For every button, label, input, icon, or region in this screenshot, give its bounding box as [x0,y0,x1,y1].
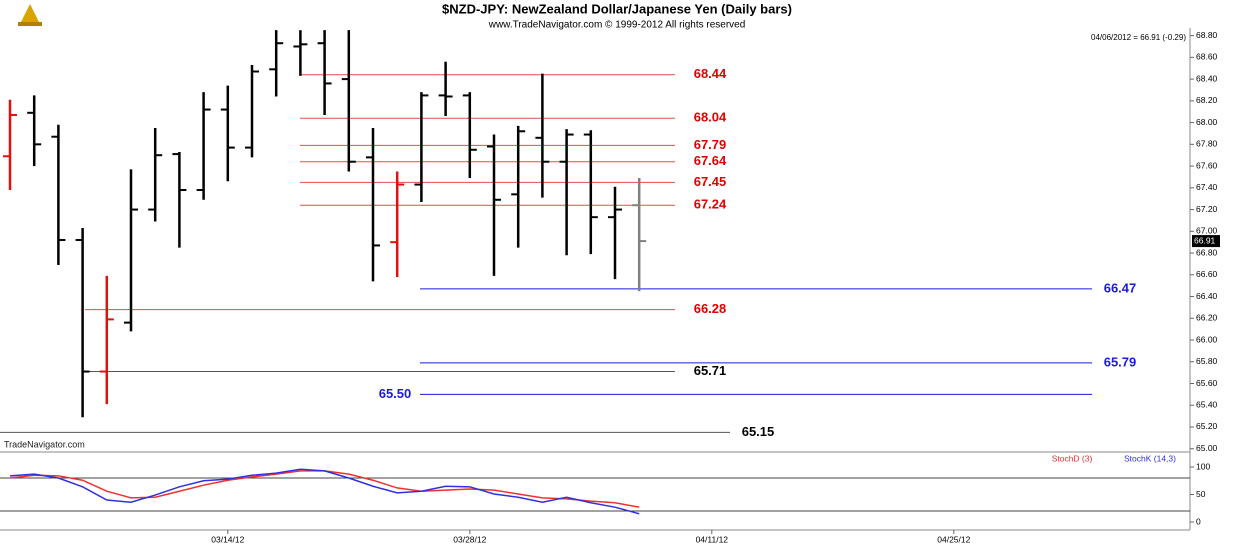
x-tick-label: 04/25/12 [937,534,970,544]
y-tick-label: 68.60 [1196,52,1218,62]
y-tick-label: 67.00 [1196,226,1218,236]
y-tick-label: 68.00 [1196,117,1218,127]
level-label: 66.47 [1104,280,1137,295]
last-price-label: 66.91 [1194,235,1216,245]
stoch-line [9,468,640,515]
x-tick-label: 03/14/12 [211,534,244,544]
x-tick-label: 04/11/12 [696,534,729,544]
y-tick-label: 65.60 [1196,378,1218,388]
y-tick-label: 67.40 [1196,182,1218,192]
info: 04/06/2012 = 66.91 (-0.29) [1091,33,1186,42]
level-label: 67.45 [694,174,727,189]
y-tick-label: 65.80 [1196,356,1218,366]
y-tick-label: 67.60 [1196,160,1218,170]
level-label: 68.44 [694,66,727,81]
y-tick-label: 68.40 [1196,73,1218,83]
chart-subtitle: www.TradeNavigator.com © 1999-2012 All r… [488,20,746,31]
level-label: 65.79 [1104,354,1137,369]
level-label: 65.71 [694,363,727,378]
level-label: 65.50 [379,386,412,401]
y-tick-label: 66.80 [1196,247,1218,257]
level-label: 66.28 [694,301,727,316]
y-tick-label: 66.20 [1196,313,1218,323]
last-price-box [1192,235,1220,248]
y-tick-label: 67.20 [1196,204,1218,214]
level-label: 65.15 [742,424,775,439]
y-tick-label: 68.80 [1196,30,1218,40]
stoch-y-tick-label: 50 [1196,489,1206,499]
y-tick-label: 65.40 [1196,400,1218,410]
chart-title: $NZD-JPY: NewZealand Dollar/Japanese Yen… [442,1,792,16]
y-tick-label: 66.60 [1196,269,1218,279]
y-tick-label: 65.20 [1196,421,1218,431]
legend-entry: StochK (14,3) [1124,453,1176,463]
y-tick-label: 66.00 [1196,334,1218,344]
y-tick-label: 67.80 [1196,139,1218,149]
logo [18,4,42,26]
level-label: 67.79 [694,137,727,152]
level-label: 68.04 [694,110,727,125]
level-label: 67.64 [694,153,727,168]
stoch-y-tick-label: 0 [1196,516,1201,526]
legend-entry: StochD (3) [1052,453,1093,463]
y-tick-label: 68.20 [1196,95,1218,105]
y-tick-label: 66.40 [1196,291,1218,301]
level-label: 67.24 [694,197,727,212]
y-tick-label: 65.00 [1196,443,1218,453]
watermark: TradeNavigator.com [4,439,85,449]
x-tick-label: 03/28/12 [453,534,486,544]
stoch-y-tick-label: 100 [1196,461,1210,471]
